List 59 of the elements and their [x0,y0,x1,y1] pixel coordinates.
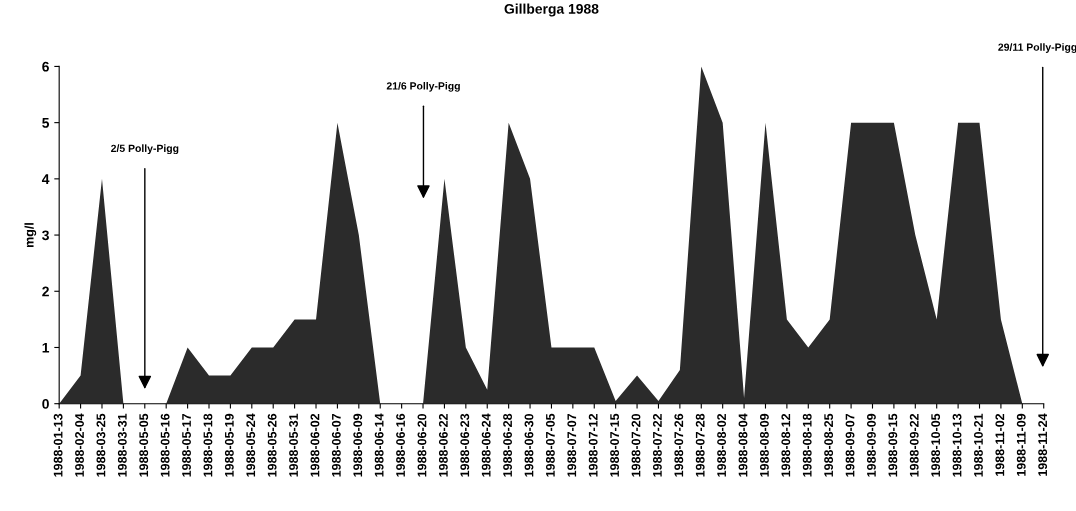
x-tick-label: 1988-06-30 [524,413,534,477]
text: 29/11 Polly-Pigg [998,43,1076,53]
x-tick-label: 1988-05-31 [289,413,298,477]
x-tick-label: 1988-06-09 [353,413,363,477]
x-tick-label: 1988-08-12 [781,413,791,477]
x-tick-label: 1988-06-24 [481,413,491,477]
y-tick-label: 2 [42,286,49,297]
x-tick-label: 1988-09-22 [909,413,919,477]
x-tick-label: 1988-07-28 [695,413,705,477]
x-tick-label: 1988-09-09 [867,413,876,477]
annotation: 2/5 Polly-Pigg [111,144,179,155]
x-tick-label: 1988-06-20 [417,413,427,477]
x-tick-label: 1988-08-04 [738,413,748,477]
x-tick-label: 1988-06-22 [438,413,448,477]
x-tick-label: 1988-08-25 [824,413,834,477]
y-tick-label: 6 [42,61,49,72]
x-tick-label: 1988-08-02 [717,413,727,477]
x-tick-label: 1988-01-13 [53,413,63,477]
x-tick-label: 1988-10-05 [931,413,941,477]
chart-title: Gillberga 1988 [504,3,599,17]
x-tick-label: 1988-06-14 [374,413,384,477]
x-tick-label: 1988-07-26 [674,413,684,477]
x-tick-label: 1988-11-02 [995,413,1005,476]
x-tick-label: 1988-05-24 [246,413,256,477]
x-tick-label: 1988-10-13 [952,413,962,477]
x-tick-label: 1988-07-22 [652,413,662,477]
y-tick-label: 1 [42,342,50,353]
x-tick-label: 1988-07-07 [567,413,577,477]
x-tick-label: 1988-06-23 [460,413,470,477]
x-tick-label: 1988-06-02 [310,413,320,477]
x-tick-label: 1988-05-19 [224,413,234,477]
x-tick-label: 1988-05-05 [139,413,149,477]
x-tick-label: 1988-08-18 [802,413,812,477]
x-tick-label: 1988-07-05 [545,413,555,477]
x-tick-label: 1988-06-28 [503,413,512,477]
x-tick-label: 1988-05-26 [267,413,277,477]
x-tick-label: 1988-06-16 [396,413,405,477]
x-tick-label: 1988-06-07 [331,413,341,477]
y-tick-label: 0 [42,399,49,409]
x-tick-label: 1988-03-25 [96,413,106,477]
x-tick-label: 1988-08-09 [759,413,769,477]
x-tick-label: 1988-07-12 [588,413,598,477]
x-tick-label: 1988-05-16 [160,413,170,477]
y-tick-label: 5 [42,118,50,128]
annotation: 21/6 Polly-Pigg [386,81,460,92]
x-tick-label: 1988-05-18 [203,413,213,477]
x-tick-label: 1988-03-31 [117,413,127,477]
x-tick-label: 1988-11-09 [1016,413,1026,476]
x-tick-label: 1988-02-04 [75,413,84,477]
x-tick-label: 1988-09-07 [845,413,855,477]
y-tick-label: 3 [42,230,49,241]
x-tick-label: 1988-11-24 [1038,413,1048,476]
x-tick-label: 1988-05-17 [182,413,191,477]
y-axis-title: mg/l [24,223,37,248]
x-tick-label: 1988-10-21 [974,413,983,477]
y-tick-label: 4 [41,174,50,184]
x-tick-label: 1988-07-20 [631,413,641,477]
x-tick-label: 1988-09-15 [888,413,898,477]
x-tick-label: 1988-07-15 [610,413,620,477]
